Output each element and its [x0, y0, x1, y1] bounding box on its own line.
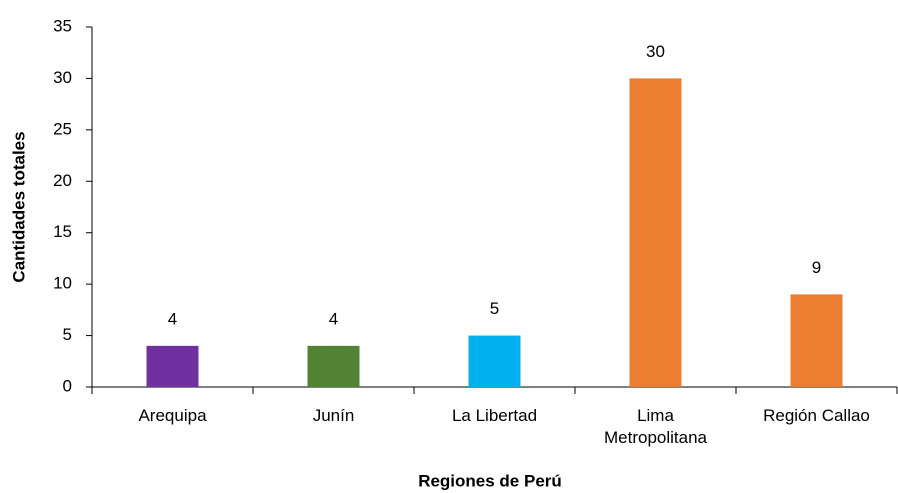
y-tick-label: 15 — [53, 222, 72, 241]
x-tick-label: Junín — [312, 406, 355, 425]
x-tick-label: Arequipa — [138, 406, 207, 425]
bar — [629, 78, 682, 387]
y-tick-label: 35 — [53, 16, 72, 35]
bar — [468, 335, 521, 387]
data-label: 4 — [329, 309, 338, 328]
y-tick-label: 10 — [53, 274, 72, 293]
data-label: 30 — [646, 42, 665, 61]
x-axis-title: Regiones de Perú — [418, 471, 562, 490]
bar — [307, 345, 360, 387]
y-tick-label: 30 — [53, 68, 72, 87]
x-tick-label: Lima Metropolitana — [603, 406, 707, 447]
bar — [146, 345, 199, 387]
data-label: 5 — [490, 299, 499, 318]
y-tick-label: 20 — [53, 171, 72, 190]
bar — [790, 294, 843, 387]
data-label: 9 — [812, 258, 821, 277]
data-label: 4 — [168, 309, 177, 328]
x-tick-label: Región Callao — [763, 406, 870, 425]
x-tick-label: La Libertad — [451, 406, 538, 425]
y-tick-label: 0 — [63, 376, 72, 395]
y-axis-title: Cantidades totales — [9, 131, 28, 282]
y-tick-label: 5 — [63, 325, 72, 344]
y-tick-label: 25 — [53, 119, 72, 138]
